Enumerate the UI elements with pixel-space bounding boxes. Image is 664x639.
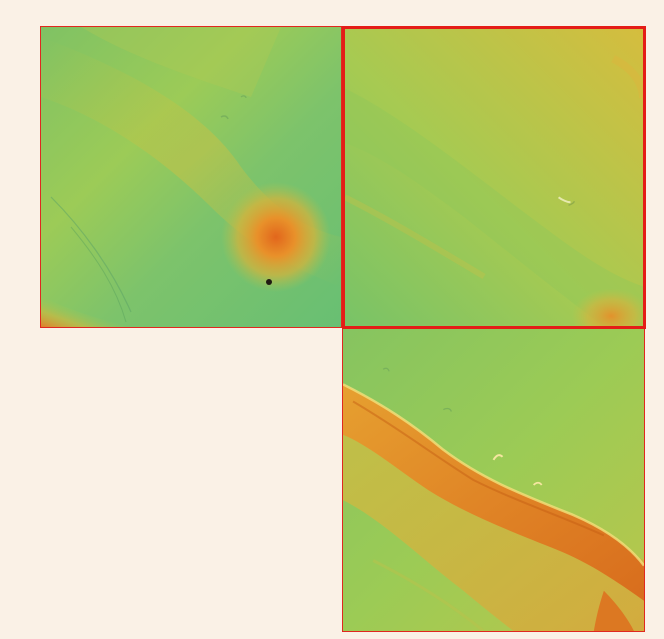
elevation-tile-selected[interactable]	[342, 26, 646, 329]
hillshade-elevation-image	[41, 27, 341, 327]
peak-marker-icon	[266, 279, 272, 285]
elevation-tile-ridge[interactable]	[342, 328, 645, 632]
hillshade-elevation-image	[343, 329, 644, 631]
hillshade-elevation-image	[345, 29, 643, 326]
elevation-tile-mound[interactable]	[40, 26, 342, 328]
